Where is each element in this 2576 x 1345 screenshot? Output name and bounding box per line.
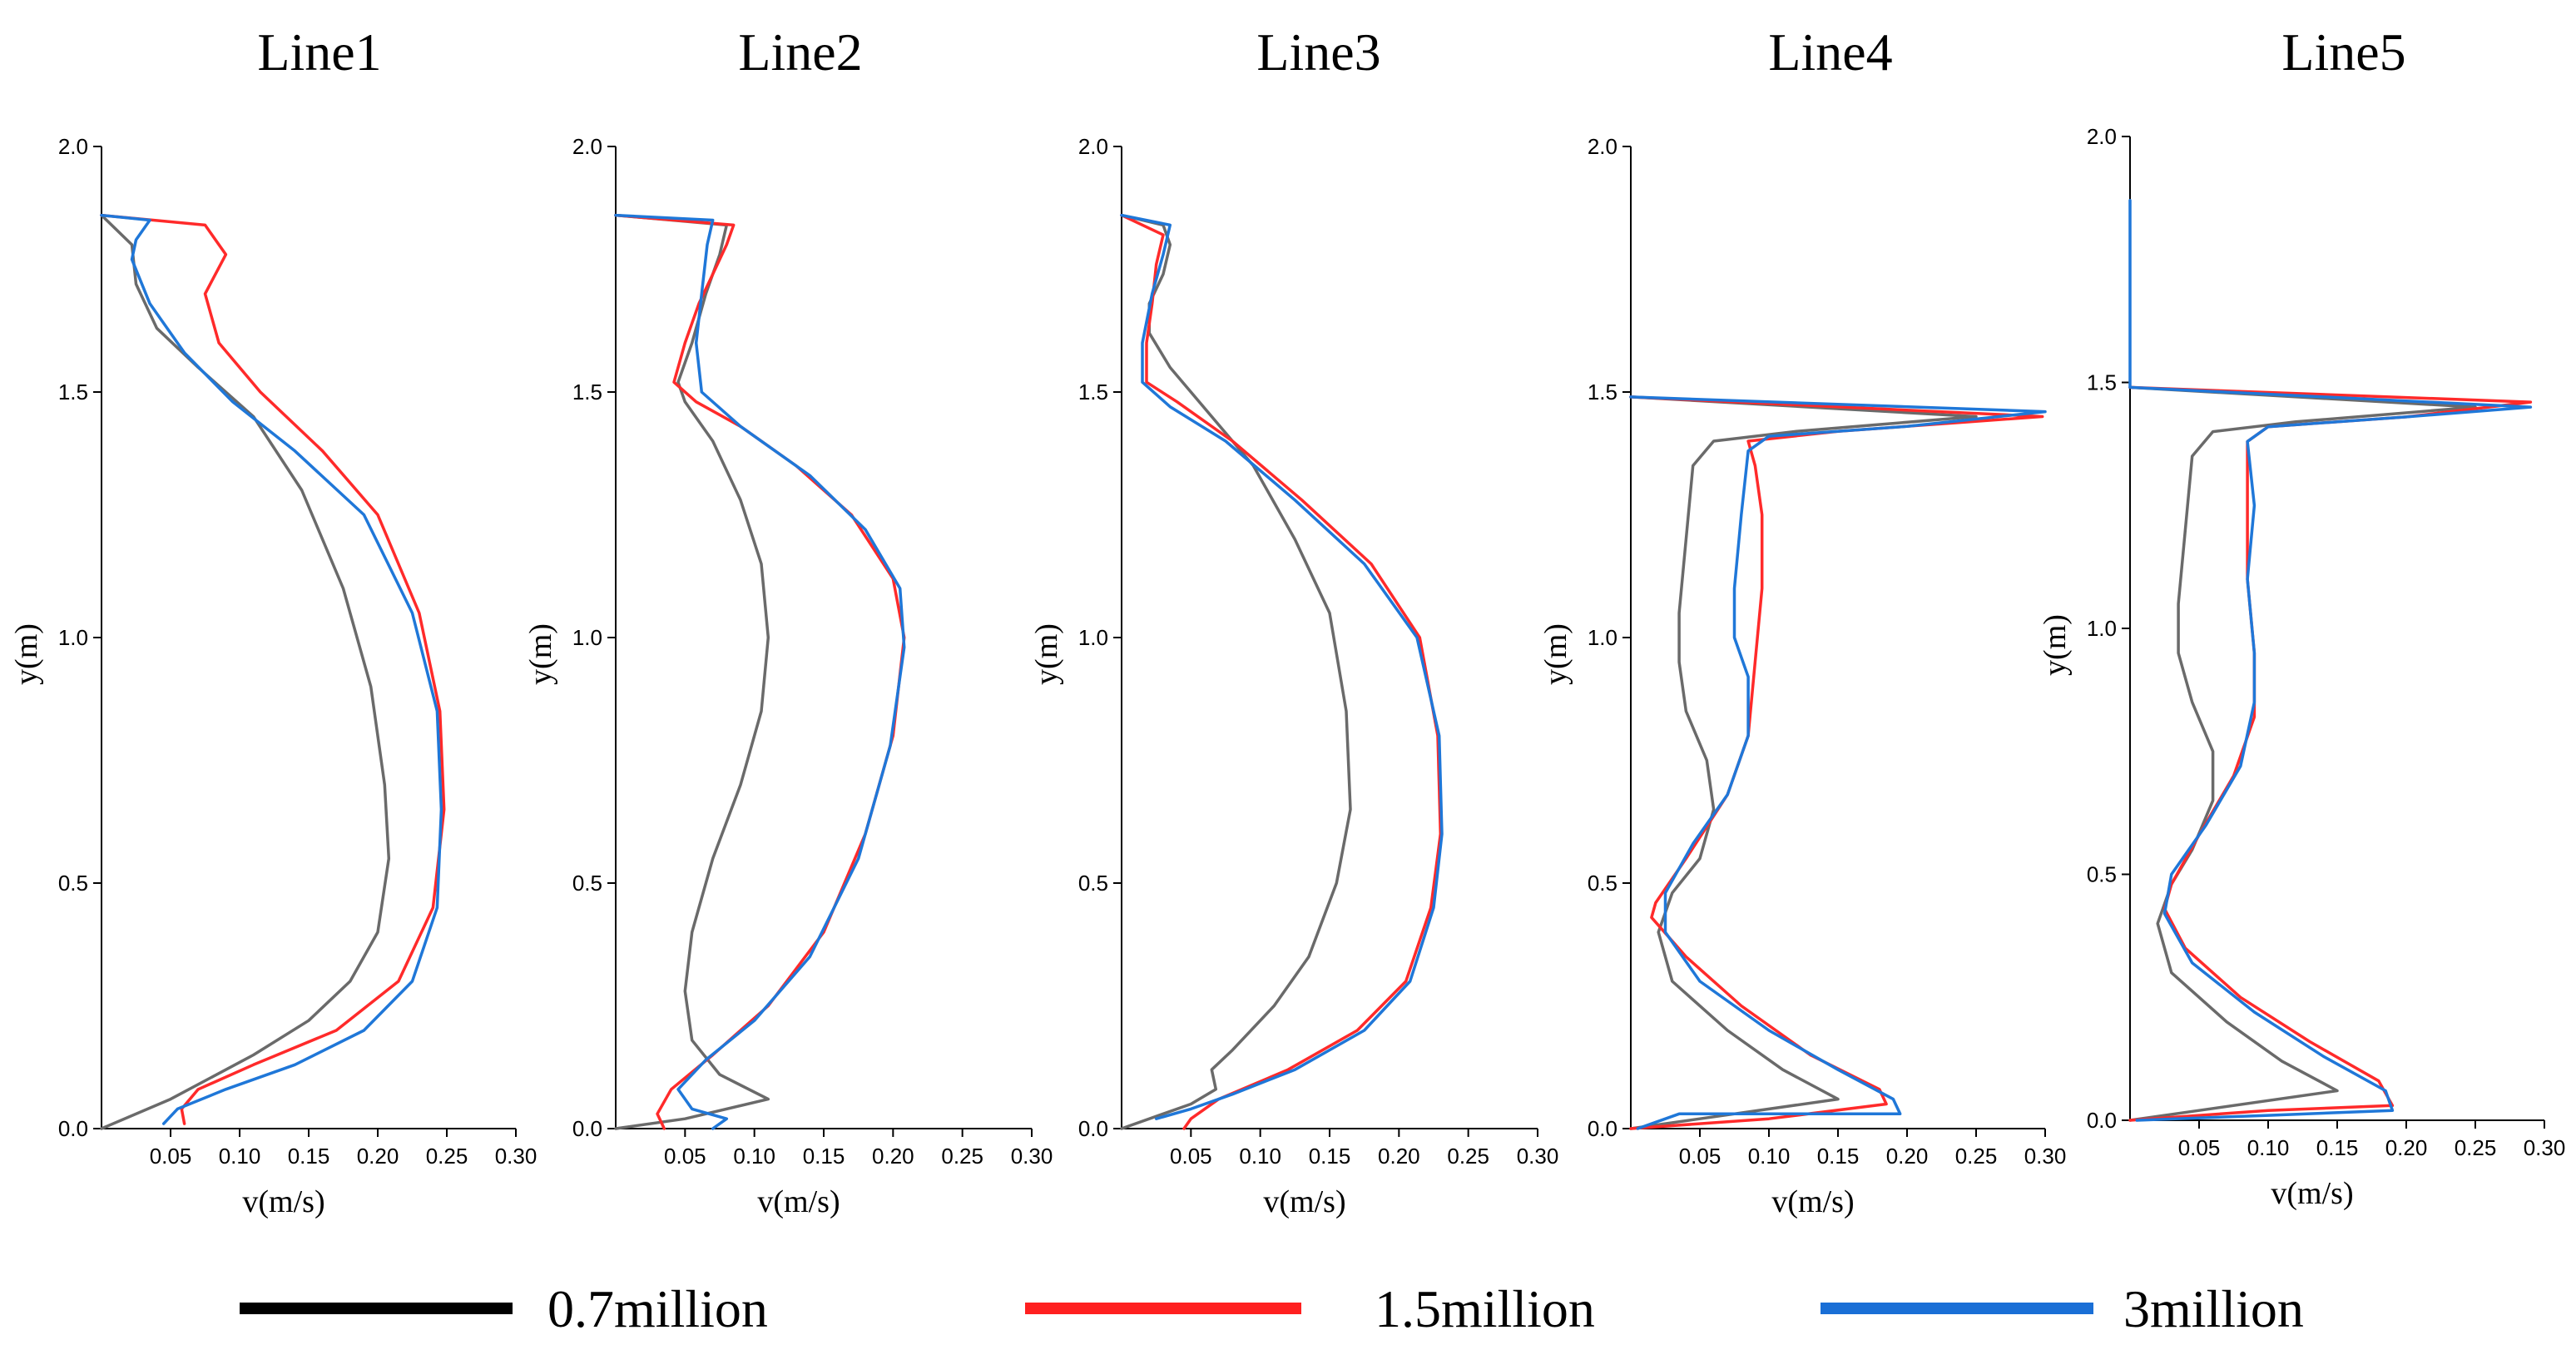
y-tick-label: 2.0	[2087, 124, 2117, 149]
x-tick-label: 0.30	[2024, 1144, 2067, 1169]
series-line-3million	[1120, 213, 1444, 1120]
y-tick-label: 1.5	[1588, 380, 1617, 404]
legend-item: 3million	[1821, 1279, 2304, 1338]
y-tick-label: 1.0	[58, 625, 88, 650]
series-line-3million	[614, 213, 906, 1130]
y-tick-label: 0.0	[1078, 1116, 1108, 1141]
y-tick-label: 0.5	[2087, 862, 2117, 887]
x-tick-label: 0.25	[2455, 1135, 2497, 1160]
panel-title: Line2	[738, 22, 862, 82]
x-tick-label: 0.10	[733, 1144, 775, 1169]
series-line-3million	[100, 213, 443, 1125]
x-axis-label: v(m/s)	[757, 1184, 840, 1219]
y-tick-label: 0.5	[572, 871, 602, 896]
y-tick-label: 1.5	[1078, 380, 1108, 404]
series-line-1.5million	[1629, 395, 2044, 1130]
x-tick-label: 0.05	[1679, 1144, 1721, 1169]
series-line-0.7million	[2128, 385, 2477, 1122]
legend-item: 1.5million	[1025, 1279, 1595, 1338]
x-tick-label: 0.05	[664, 1144, 706, 1169]
legend-label: 3million	[2123, 1279, 2304, 1338]
panels: Line1 0.0 0.5 1.0 1.5 2.0 0.05 0.10 0.15 0.20 0.25…	[9, 22, 2565, 1219]
y-tick-label: 1.0	[2087, 616, 2117, 641]
y-tick-label: 1.0	[1588, 625, 1617, 650]
x-tick-label: 0.15	[1817, 1144, 1860, 1169]
y-tick-label: 1.0	[572, 625, 602, 650]
x-tick-label: 0.25	[1447, 1144, 1489, 1169]
series-line-0.7million	[1629, 395, 1978, 1130]
x-tick-label: 0.20	[2385, 1135, 2428, 1160]
y-tick-label: 2.0	[1588, 134, 1617, 159]
series-line-1.5million	[2128, 385, 2533, 1122]
x-tick-label: 0.05	[2178, 1135, 2221, 1160]
panel-2: Line2 0.0 0.5 1.0 1.5 2.0 0.05 0.10 0.15 0.20 0.25…	[523, 22, 1053, 1219]
x-tick-label: 0.20	[872, 1144, 914, 1169]
series-line-1.5million	[1120, 213, 1443, 1130]
series-line-1.5million	[614, 213, 906, 1130]
legend-label: 0.7million	[547, 1279, 768, 1338]
y-tick-label: 0.5	[1078, 871, 1108, 896]
y-axis-label: y(m)	[523, 623, 558, 685]
legend-item: 0.7million	[240, 1279, 768, 1338]
y-tick-label: 0.0	[572, 1116, 602, 1141]
y-axis-label: y(m)	[1538, 623, 1573, 685]
series-line-3million	[1629, 395, 2047, 1130]
x-tick-label: 0.20	[357, 1144, 399, 1169]
y-axis-label: y(m)	[1029, 623, 1064, 685]
y-tick-label: 2.0	[1078, 134, 1108, 159]
x-axis-label: v(m/s)	[1771, 1184, 1854, 1219]
x-tick-label: 0.20	[1378, 1144, 1420, 1169]
x-tick-label: 0.15	[2316, 1135, 2359, 1160]
legend: 0.7million 1.5million 3million	[240, 1279, 2304, 1338]
y-tick-label: 0.0	[2087, 1108, 2117, 1133]
legend-label: 1.5million	[1375, 1279, 1595, 1338]
x-tick-label: 0.25	[1955, 1144, 1998, 1169]
panel-title: Line5	[2281, 22, 2405, 82]
panel-5: Line5 0.0 0.5 1.0 1.5 2.0 0.05 0.10 0.15 0.20 0.25…	[2038, 22, 2565, 1211]
x-axis-label: v(m/s)	[242, 1184, 324, 1219]
x-tick-label: 0.15	[288, 1144, 330, 1169]
series-line-0.7million	[1120, 213, 1352, 1130]
x-tick-label: 0.30	[1011, 1144, 1053, 1169]
panel-title: Line3	[1256, 22, 1380, 82]
x-axis-label: v(m/s)	[1263, 1184, 1345, 1219]
x-tick-label: 0.10	[2247, 1135, 2290, 1160]
x-tick-label: 0.05	[150, 1144, 192, 1169]
series-line-0.7million	[100, 213, 391, 1130]
x-tick-label: 0.10	[1748, 1144, 1791, 1169]
x-tick-label: 0.30	[2524, 1135, 2566, 1160]
x-tick-label: 0.25	[941, 1144, 983, 1169]
x-tick-label: 0.15	[803, 1144, 845, 1169]
x-tick-label: 0.25	[426, 1144, 468, 1169]
y-tick-label: 1.5	[2087, 370, 2117, 395]
x-tick-label: 0.15	[1309, 1144, 1351, 1169]
y-tick-label: 1.0	[1078, 625, 1108, 650]
y-axis-label: y(m)	[9, 623, 44, 685]
y-tick-label: 0.5	[1588, 871, 1617, 896]
series-line-1.5million	[100, 213, 446, 1125]
panel-1: Line1 0.0 0.5 1.0 1.5 2.0 0.05 0.10 0.15 0.20 0.25…	[9, 22, 537, 1219]
panel-4: Line4 0.0 0.5 1.0 1.5 2.0 0.05 0.10 0.15 0.20 0.25…	[1538, 22, 2066, 1219]
panel-title: Line4	[1768, 22, 1892, 82]
series-line-3million	[2128, 199, 2533, 1122]
x-tick-label: 0.20	[1886, 1144, 1929, 1169]
y-axis-label: y(m)	[2038, 614, 2073, 676]
x-tick-label: 0.30	[495, 1144, 537, 1169]
x-tick-label: 0.10	[219, 1144, 261, 1169]
y-tick-label: 0.0	[58, 1116, 88, 1141]
x-tick-label: 0.05	[1170, 1144, 1212, 1169]
y-tick-label: 1.5	[572, 380, 602, 404]
y-tick-label: 1.5	[58, 380, 88, 404]
x-tick-label: 0.30	[1517, 1144, 1559, 1169]
y-tick-label: 2.0	[572, 134, 602, 159]
panel-3: Line3 0.0 0.5 1.0 1.5 2.0 0.05 0.10 0.15 0.20 0.25…	[1029, 22, 1558, 1219]
y-tick-label: 2.0	[58, 134, 88, 159]
x-tick-label: 0.10	[1239, 1144, 1281, 1169]
y-tick-label: 0.0	[1588, 1116, 1617, 1141]
y-tick-label: 0.5	[58, 871, 88, 896]
panel-title: Line1	[257, 22, 381, 82]
series-line-0.7million	[614, 213, 770, 1130]
x-axis-label: v(m/s)	[2271, 1176, 2353, 1211]
